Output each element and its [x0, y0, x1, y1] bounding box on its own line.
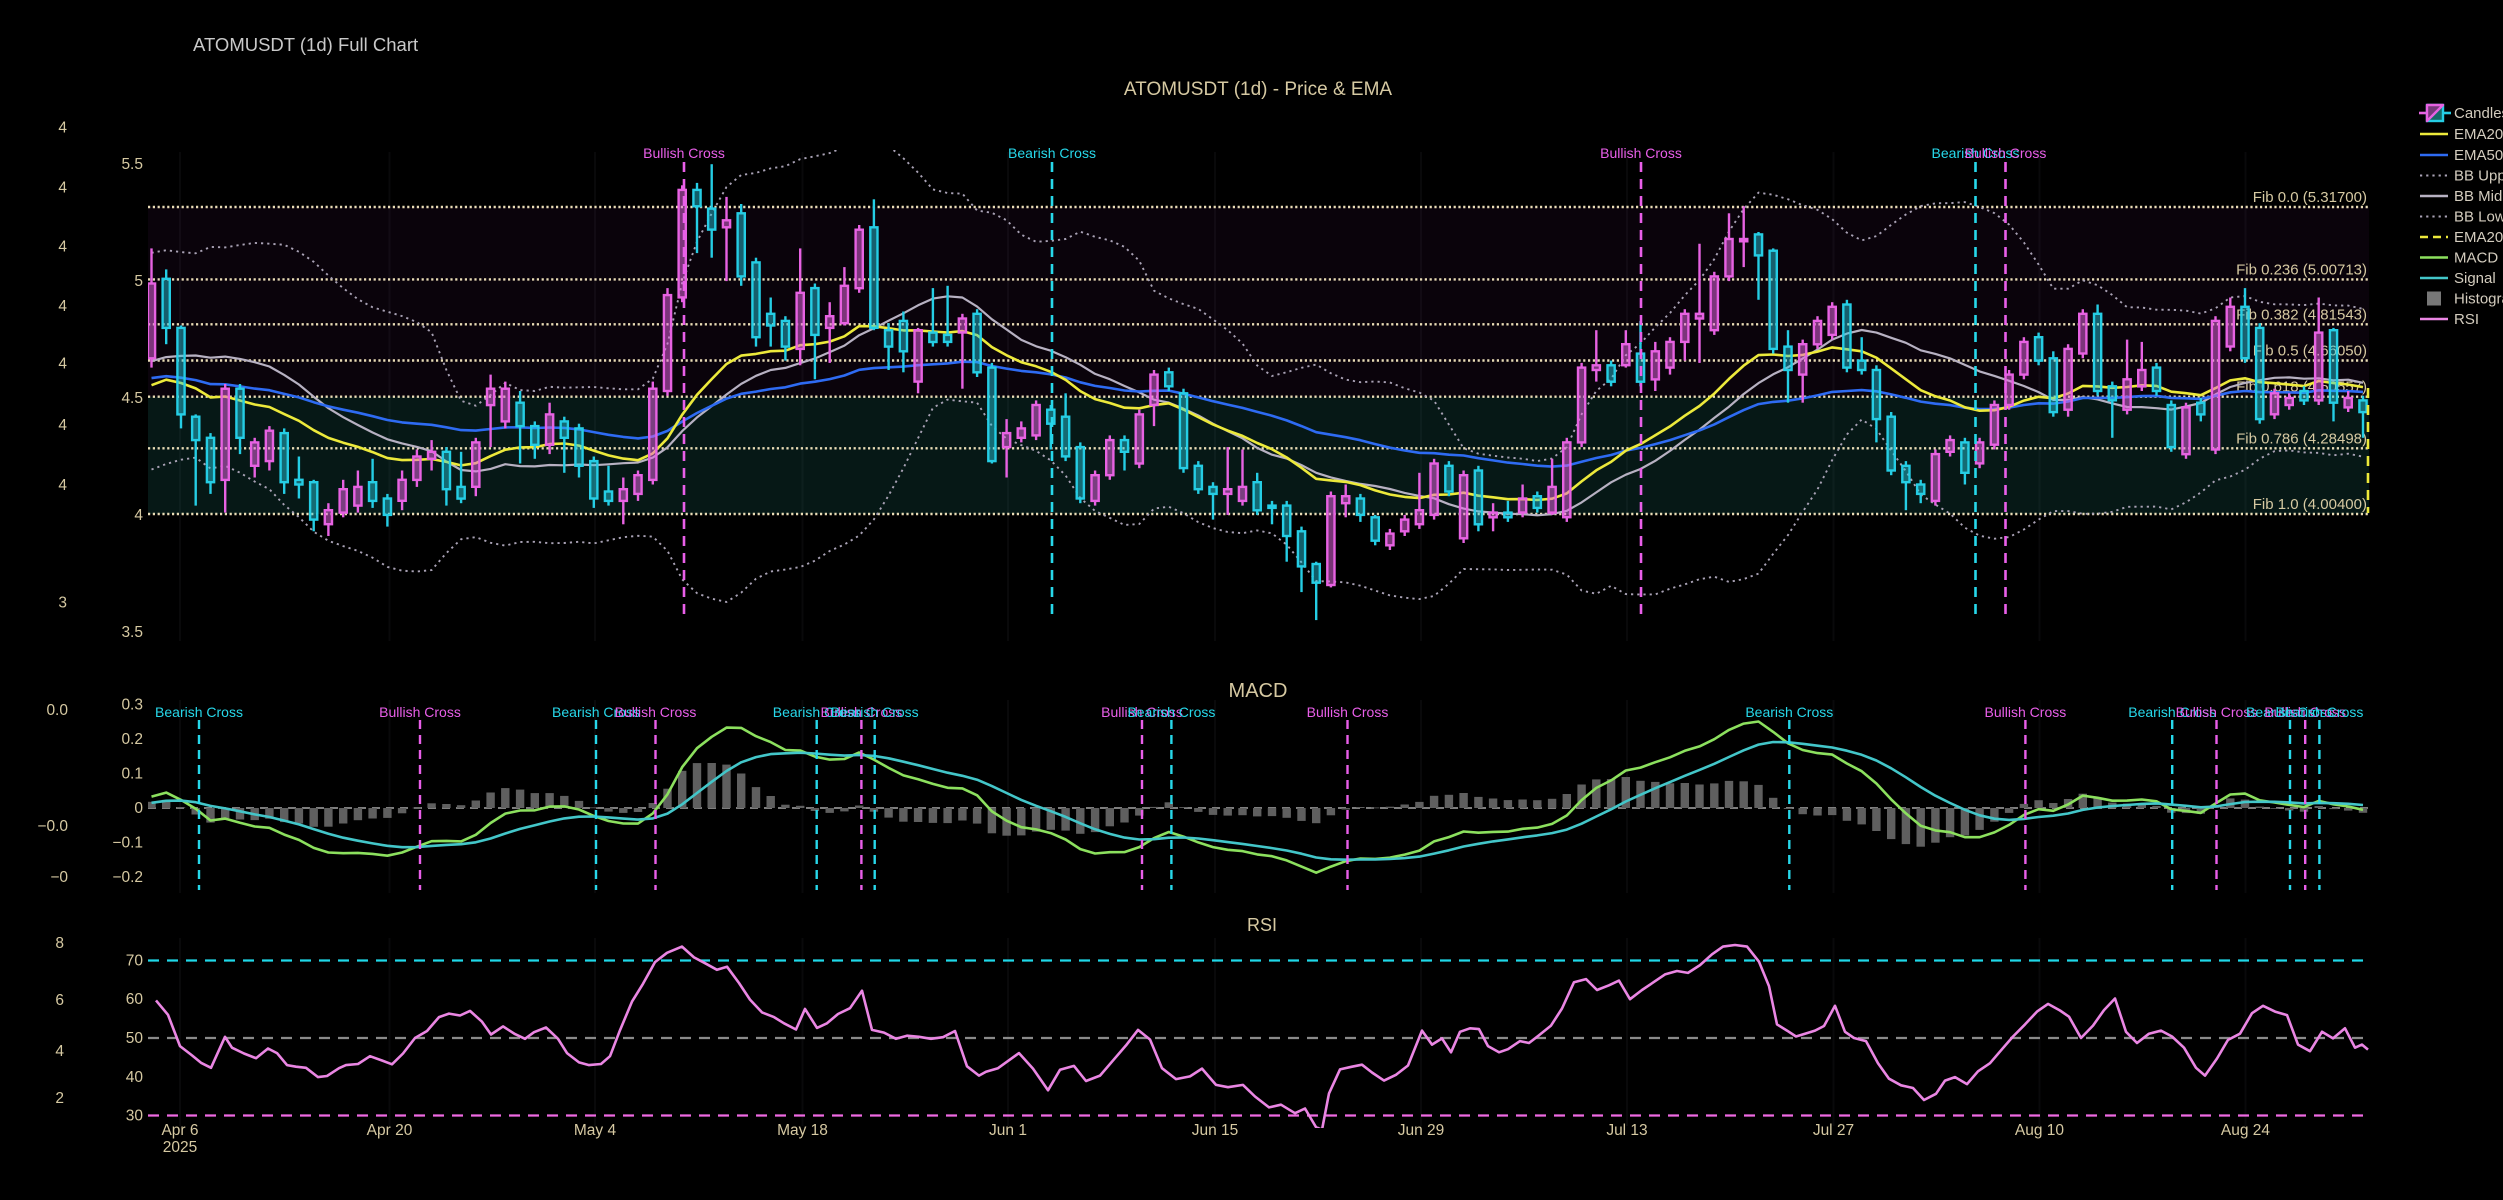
svg-text:4: 4: [58, 239, 67, 256]
svg-text:Bearish Cross: Bearish Cross: [155, 704, 243, 720]
svg-text:Jul 27: Jul 27: [1813, 1122, 1854, 1139]
svg-text:Bearish Cross: Bearish Cross: [773, 704, 861, 720]
svg-text:Apr 20: Apr 20: [367, 1122, 413, 1139]
svg-text:0.1: 0.1: [121, 766, 143, 783]
svg-text:Fib 0.5 (4.66050): Fib 0.5 (4.66050): [2253, 343, 2367, 360]
svg-text:60: 60: [126, 991, 144, 1008]
svg-text:5.5: 5.5: [121, 156, 143, 173]
svg-text:ATOMUSDT (1d) - Price & EMA: ATOMUSDT (1d) - Price & EMA: [1124, 79, 1392, 100]
svg-text:Bullish Cross: Bullish Cross: [2264, 704, 2346, 720]
svg-text:Jun 1: Jun 1: [989, 1122, 1027, 1139]
svg-text:EMA20 Brk: EMA20 Brk: [2454, 229, 2503, 246]
svg-text:Bearish Cross: Bearish Cross: [2246, 704, 2334, 720]
svg-text:70: 70: [126, 953, 144, 970]
svg-text:4: 4: [58, 356, 67, 373]
svg-text:Fib 0.0 (5.31700): Fib 0.0 (5.31700): [2253, 189, 2367, 206]
svg-text:−0.0: −0.0: [37, 818, 68, 835]
svg-text:Bullish Cross: Bullish Cross: [615, 704, 697, 720]
svg-text:4: 4: [58, 417, 67, 434]
svg-text:Bearish Cross: Bearish Cross: [831, 704, 919, 720]
svg-text:4: 4: [55, 1043, 64, 1060]
svg-text:0.3: 0.3: [121, 697, 143, 714]
svg-text:Candles: Candles: [2454, 105, 2503, 122]
svg-text:BB Upper: BB Upper: [2454, 168, 2503, 185]
svg-text:3.5: 3.5: [121, 624, 143, 641]
svg-text:4: 4: [58, 298, 67, 315]
svg-text:Bearish Cross: Bearish Cross: [2128, 704, 2216, 720]
svg-text:4: 4: [134, 507, 143, 524]
svg-text:RSI: RSI: [2454, 311, 2479, 328]
svg-text:0.2: 0.2: [121, 731, 143, 748]
svg-text:Bullish Cross: Bullish Cross: [2176, 704, 2258, 720]
svg-text:Bullish Cross: Bullish Cross: [821, 704, 903, 720]
svg-text:Bullish Cross: Bullish Cross: [1985, 704, 2067, 720]
svg-text:Bearish Cross: Bearish Cross: [552, 704, 640, 720]
svg-text:3: 3: [58, 595, 67, 612]
svg-text:Bullish Cross: Bullish Cross: [1965, 145, 2047, 161]
svg-text:RSI: RSI: [1247, 915, 1277, 935]
svg-text:4: 4: [58, 120, 67, 137]
svg-text:Jun 15: Jun 15: [1192, 1122, 1239, 1139]
svg-text:MACD: MACD: [1229, 680, 1288, 702]
svg-text:Fib 1.0 (4.00400): Fib 1.0 (4.00400): [2253, 496, 2367, 513]
svg-text:40: 40: [126, 1069, 144, 1086]
svg-text:BB Lower: BB Lower: [2454, 209, 2503, 226]
svg-text:Fib 0.786 (4.28498): Fib 0.786 (4.28498): [2236, 430, 2367, 447]
svg-text:Bearish Cross: Bearish Cross: [1008, 145, 1096, 161]
svg-text:2025: 2025: [163, 1139, 197, 1156]
svg-text:ATOMUSDT (1d) Full Chart: ATOMUSDT (1d) Full Chart: [193, 34, 418, 55]
svg-text:Jul 13: Jul 13: [1606, 1122, 1647, 1139]
svg-text:Aug 10: Aug 10: [2015, 1122, 2065, 1139]
svg-text:Bullish Cross: Bullish Cross: [1600, 145, 1682, 161]
svg-text:Bearish Cross: Bearish Cross: [2275, 704, 2363, 720]
svg-text:Aug 24: Aug 24: [2221, 1122, 2271, 1139]
svg-text:2: 2: [55, 1090, 64, 1107]
svg-text:4: 4: [58, 180, 67, 197]
svg-text:Histogram: Histogram: [2454, 291, 2503, 308]
svg-text:8: 8: [55, 935, 64, 952]
svg-text:0.0: 0.0: [46, 702, 68, 719]
svg-text:Bullish Cross: Bullish Cross: [643, 145, 725, 161]
svg-text:Apr 6: Apr 6: [161, 1122, 198, 1139]
svg-text:Bullish Cross: Bullish Cross: [1101, 704, 1183, 720]
svg-text:0: 0: [134, 800, 143, 817]
svg-text:−0.2: −0.2: [112, 869, 143, 886]
svg-text:5: 5: [134, 273, 143, 290]
svg-text:May 4: May 4: [574, 1122, 617, 1139]
svg-text:30: 30: [126, 1108, 144, 1125]
svg-text:Bullish Cross: Bullish Cross: [379, 704, 461, 720]
svg-text:Bearish Cross: Bearish Cross: [1127, 704, 1215, 720]
svg-text:4: 4: [58, 477, 67, 494]
svg-text:BB Middle: BB Middle: [2454, 188, 2503, 205]
svg-text:May 18: May 18: [777, 1122, 828, 1139]
svg-text:−0.1: −0.1: [112, 835, 143, 852]
svg-text:Bearish Cross: Bearish Cross: [1932, 145, 2020, 161]
svg-text:6: 6: [55, 992, 64, 1009]
svg-text:Fib 0.382 (4.81543): Fib 0.382 (4.81543): [2236, 306, 2367, 323]
svg-text:−0: −0: [50, 869, 68, 886]
svg-text:Jun 29: Jun 29: [1398, 1122, 1445, 1139]
svg-text:50: 50: [126, 1030, 144, 1047]
svg-text:Bearish Cross: Bearish Cross: [1745, 704, 1833, 720]
svg-text:EMA50: EMA50: [2454, 147, 2503, 164]
svg-text:Fib 0.236 (5.00713): Fib 0.236 (5.00713): [2236, 261, 2367, 278]
svg-text:MACD: MACD: [2454, 250, 2498, 267]
svg-text:4.5: 4.5: [121, 390, 143, 407]
svg-text:EMA20: EMA20: [2454, 126, 2503, 143]
svg-text:Signal: Signal: [2454, 270, 2496, 287]
svg-text:Bullish Cross: Bullish Cross: [1307, 704, 1389, 720]
